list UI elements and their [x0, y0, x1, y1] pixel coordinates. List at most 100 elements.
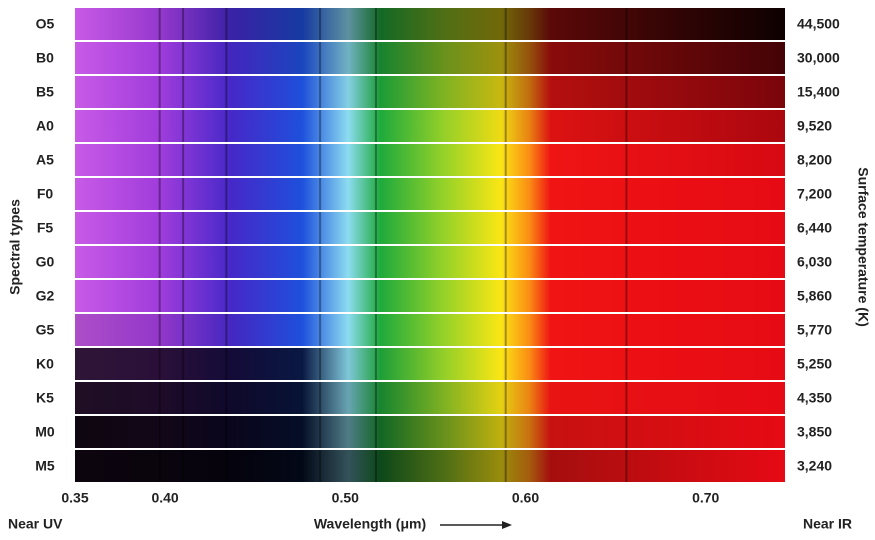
temperature: 3,240	[797, 458, 832, 474]
absorption-line	[625, 280, 628, 312]
absorption-line	[225, 8, 228, 40]
absorption-line	[504, 314, 507, 346]
temperature: 6,030	[797, 254, 832, 270]
absorption-line	[504, 212, 507, 244]
absorption-line	[374, 178, 377, 210]
absorption-line	[225, 314, 228, 346]
absorption-line	[374, 314, 377, 346]
absorption-line	[319, 280, 322, 312]
temperature: 9,520	[797, 118, 832, 134]
spectrum-strip	[75, 348, 785, 380]
arrow-head	[502, 521, 512, 529]
temperature: 8,200	[797, 152, 832, 168]
x-tick-label: 0.40	[151, 490, 178, 506]
absorption-line	[625, 348, 628, 380]
absorption-line	[504, 144, 507, 176]
spectrum-strip	[75, 144, 785, 176]
absorption-line	[504, 42, 507, 74]
absorption-line	[625, 144, 628, 176]
absorption-line	[319, 416, 322, 448]
absorption-line	[158, 450, 161, 482]
x-tick-label: 0.50	[332, 490, 359, 506]
absorption-line	[374, 110, 377, 142]
absorption-line	[319, 8, 322, 40]
absorption-line	[374, 8, 377, 40]
x-tick-label: 0.70	[692, 490, 719, 506]
spectrum-strip	[75, 280, 785, 312]
absorption-line	[374, 280, 377, 312]
absorption-line	[504, 382, 507, 414]
spectrum-strip	[75, 110, 785, 142]
temperature: 30,000	[797, 50, 840, 66]
temperature: 7,200	[797, 186, 832, 202]
spectral-type: K5	[36, 390, 54, 406]
temperature: 6,440	[797, 220, 832, 236]
absorption-line	[182, 280, 185, 312]
absorption-line	[319, 450, 322, 482]
temperature: 5,860	[797, 288, 832, 304]
absorption-line	[319, 76, 322, 108]
absorption-line	[625, 416, 628, 448]
absorption-line	[225, 416, 228, 448]
absorption-line	[374, 42, 377, 74]
spectral-type: B5	[36, 84, 54, 100]
absorption-line	[225, 110, 228, 142]
near-uv-note: Near UV	[8, 516, 63, 532]
absorption-line	[158, 110, 161, 142]
spectrum-strip	[75, 212, 785, 244]
absorption-line	[158, 76, 161, 108]
absorption-line	[182, 76, 185, 108]
absorption-line	[182, 212, 185, 244]
absorption-line	[182, 246, 185, 278]
absorption-line	[374, 450, 377, 482]
absorption-line	[225, 280, 228, 312]
absorption-line	[319, 382, 322, 414]
absorption-line	[374, 76, 377, 108]
absorption-line	[158, 144, 161, 176]
spectrum-strip	[75, 42, 785, 74]
absorption-line	[625, 382, 628, 414]
absorption-line	[158, 382, 161, 414]
absorption-line	[182, 450, 185, 482]
absorption-line	[374, 382, 377, 414]
absorption-line	[158, 8, 161, 40]
right-axis-label: Surface temperature (K)	[855, 167, 871, 327]
absorption-line	[182, 178, 185, 210]
absorption-line	[625, 246, 628, 278]
absorption-line	[625, 76, 628, 108]
absorption-line	[158, 178, 161, 210]
absorption-line	[182, 42, 185, 74]
absorption-line	[504, 178, 507, 210]
absorption-line	[319, 212, 322, 244]
absorption-line	[158, 212, 161, 244]
absorption-line	[374, 212, 377, 244]
absorption-line	[158, 246, 161, 278]
absorption-line	[319, 178, 322, 210]
absorption-line	[225, 76, 228, 108]
absorption-line	[625, 110, 628, 142]
spectral-type: M5	[35, 458, 55, 474]
absorption-line	[182, 382, 185, 414]
absorption-line	[225, 450, 228, 482]
temperature: 5,250	[797, 356, 832, 372]
spectrum-strip	[75, 416, 785, 448]
absorption-line	[182, 144, 185, 176]
temperature: 4,350	[797, 390, 832, 406]
absorption-line	[225, 212, 228, 244]
absorption-line	[374, 144, 377, 176]
absorption-line	[625, 314, 628, 346]
spectrum-strip	[75, 382, 785, 414]
absorption-line	[625, 450, 628, 482]
absorption-line	[182, 314, 185, 346]
absorption-line	[504, 76, 507, 108]
absorption-line	[158, 416, 161, 448]
absorption-line	[225, 246, 228, 278]
absorption-line	[158, 42, 161, 74]
absorption-line	[225, 178, 228, 210]
absorption-line	[158, 314, 161, 346]
absorption-line	[182, 110, 185, 142]
absorption-line	[374, 348, 377, 380]
absorption-line	[158, 280, 161, 312]
spectrum-strip	[75, 246, 785, 278]
